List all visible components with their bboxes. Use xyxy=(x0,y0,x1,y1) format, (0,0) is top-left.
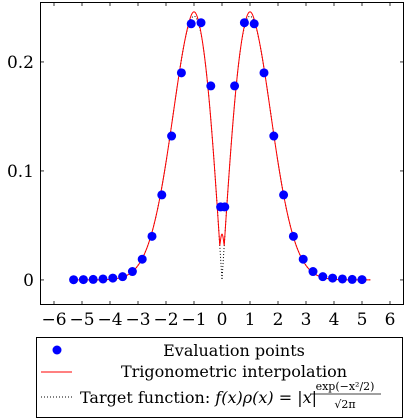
evaluation-point xyxy=(230,81,240,91)
y-tick-label: 0.2 xyxy=(7,53,34,73)
legend-label-evaluation-points: Evaluation points xyxy=(163,341,305,360)
evaluation-points-layer xyxy=(69,18,367,285)
evaluation-point xyxy=(318,272,328,282)
x-tick-label: −5 xyxy=(69,310,94,330)
x-tick-label: −4 xyxy=(97,310,122,330)
legend-marker-evaluation-points xyxy=(52,345,62,355)
interpolation-layer xyxy=(73,11,371,281)
evaluation-point xyxy=(279,190,289,200)
evaluation-point xyxy=(220,202,230,212)
evaluation-point xyxy=(328,273,338,283)
target-function-line xyxy=(73,15,371,281)
x-tick-label: 1 xyxy=(245,310,256,330)
evaluation-point xyxy=(308,267,318,277)
y-tick-label: 0.1 xyxy=(7,162,34,182)
plot-frame xyxy=(40,2,404,305)
legend-box xyxy=(36,337,403,418)
evaluation-point xyxy=(147,231,157,241)
evaluation-point xyxy=(157,190,167,200)
legend: Evaluation points Trigonometric interpol… xyxy=(36,337,403,418)
legend-formula-denominator: √2π xyxy=(334,398,355,411)
legend-label-target: Target function: f(x)ρ(x) = |x| xyxy=(80,388,317,407)
evaluation-point xyxy=(118,272,128,282)
legend-formula-numerator: exp(−x²/2) xyxy=(316,380,375,393)
x-tick-label: 5 xyxy=(357,310,368,330)
evaluation-point xyxy=(98,274,108,284)
evaluation-point xyxy=(108,273,118,283)
evaluation-point xyxy=(206,81,216,91)
ticks-layer: −6 −5 −4 −3 −2 −1 0 1 2 3 4 5 600.10.2 xyxy=(7,2,404,330)
target-function-layer xyxy=(73,15,371,281)
evaluation-point xyxy=(176,68,186,78)
evaluation-point xyxy=(288,231,298,241)
x-tick-label: −1 xyxy=(181,310,206,330)
legend-label-interpolation: Trigonometric interpolation xyxy=(121,362,347,381)
evaluation-point xyxy=(137,254,147,264)
evaluation-point xyxy=(357,275,367,285)
x-tick-label: 4 xyxy=(329,310,340,330)
evaluation-point xyxy=(259,68,269,78)
evaluation-point xyxy=(196,18,206,28)
evaluation-point xyxy=(88,274,98,284)
evaluation-point xyxy=(249,19,259,29)
evaluation-point xyxy=(269,131,279,141)
interpolation-line xyxy=(73,11,371,281)
evaluation-point xyxy=(69,275,79,285)
x-tick-label: −2 xyxy=(153,310,178,330)
x-tick-label: 2 xyxy=(273,310,284,330)
evaluation-point xyxy=(186,19,196,29)
evaluation-point xyxy=(298,254,308,264)
evaluation-point xyxy=(239,18,249,28)
evaluation-point xyxy=(337,274,347,284)
x-tick-label: 6 xyxy=(385,310,396,330)
x-tick-label: −3 xyxy=(125,310,150,330)
evaluation-point xyxy=(78,275,88,285)
evaluation-point xyxy=(347,274,357,284)
x-tick-label: −6 xyxy=(41,310,66,330)
x-tick-label: 0 xyxy=(217,310,228,330)
evaluation-point xyxy=(167,131,177,141)
y-tick-label: 0 xyxy=(23,271,34,291)
x-tick-label: 3 xyxy=(301,310,312,330)
evaluation-point xyxy=(127,267,137,277)
